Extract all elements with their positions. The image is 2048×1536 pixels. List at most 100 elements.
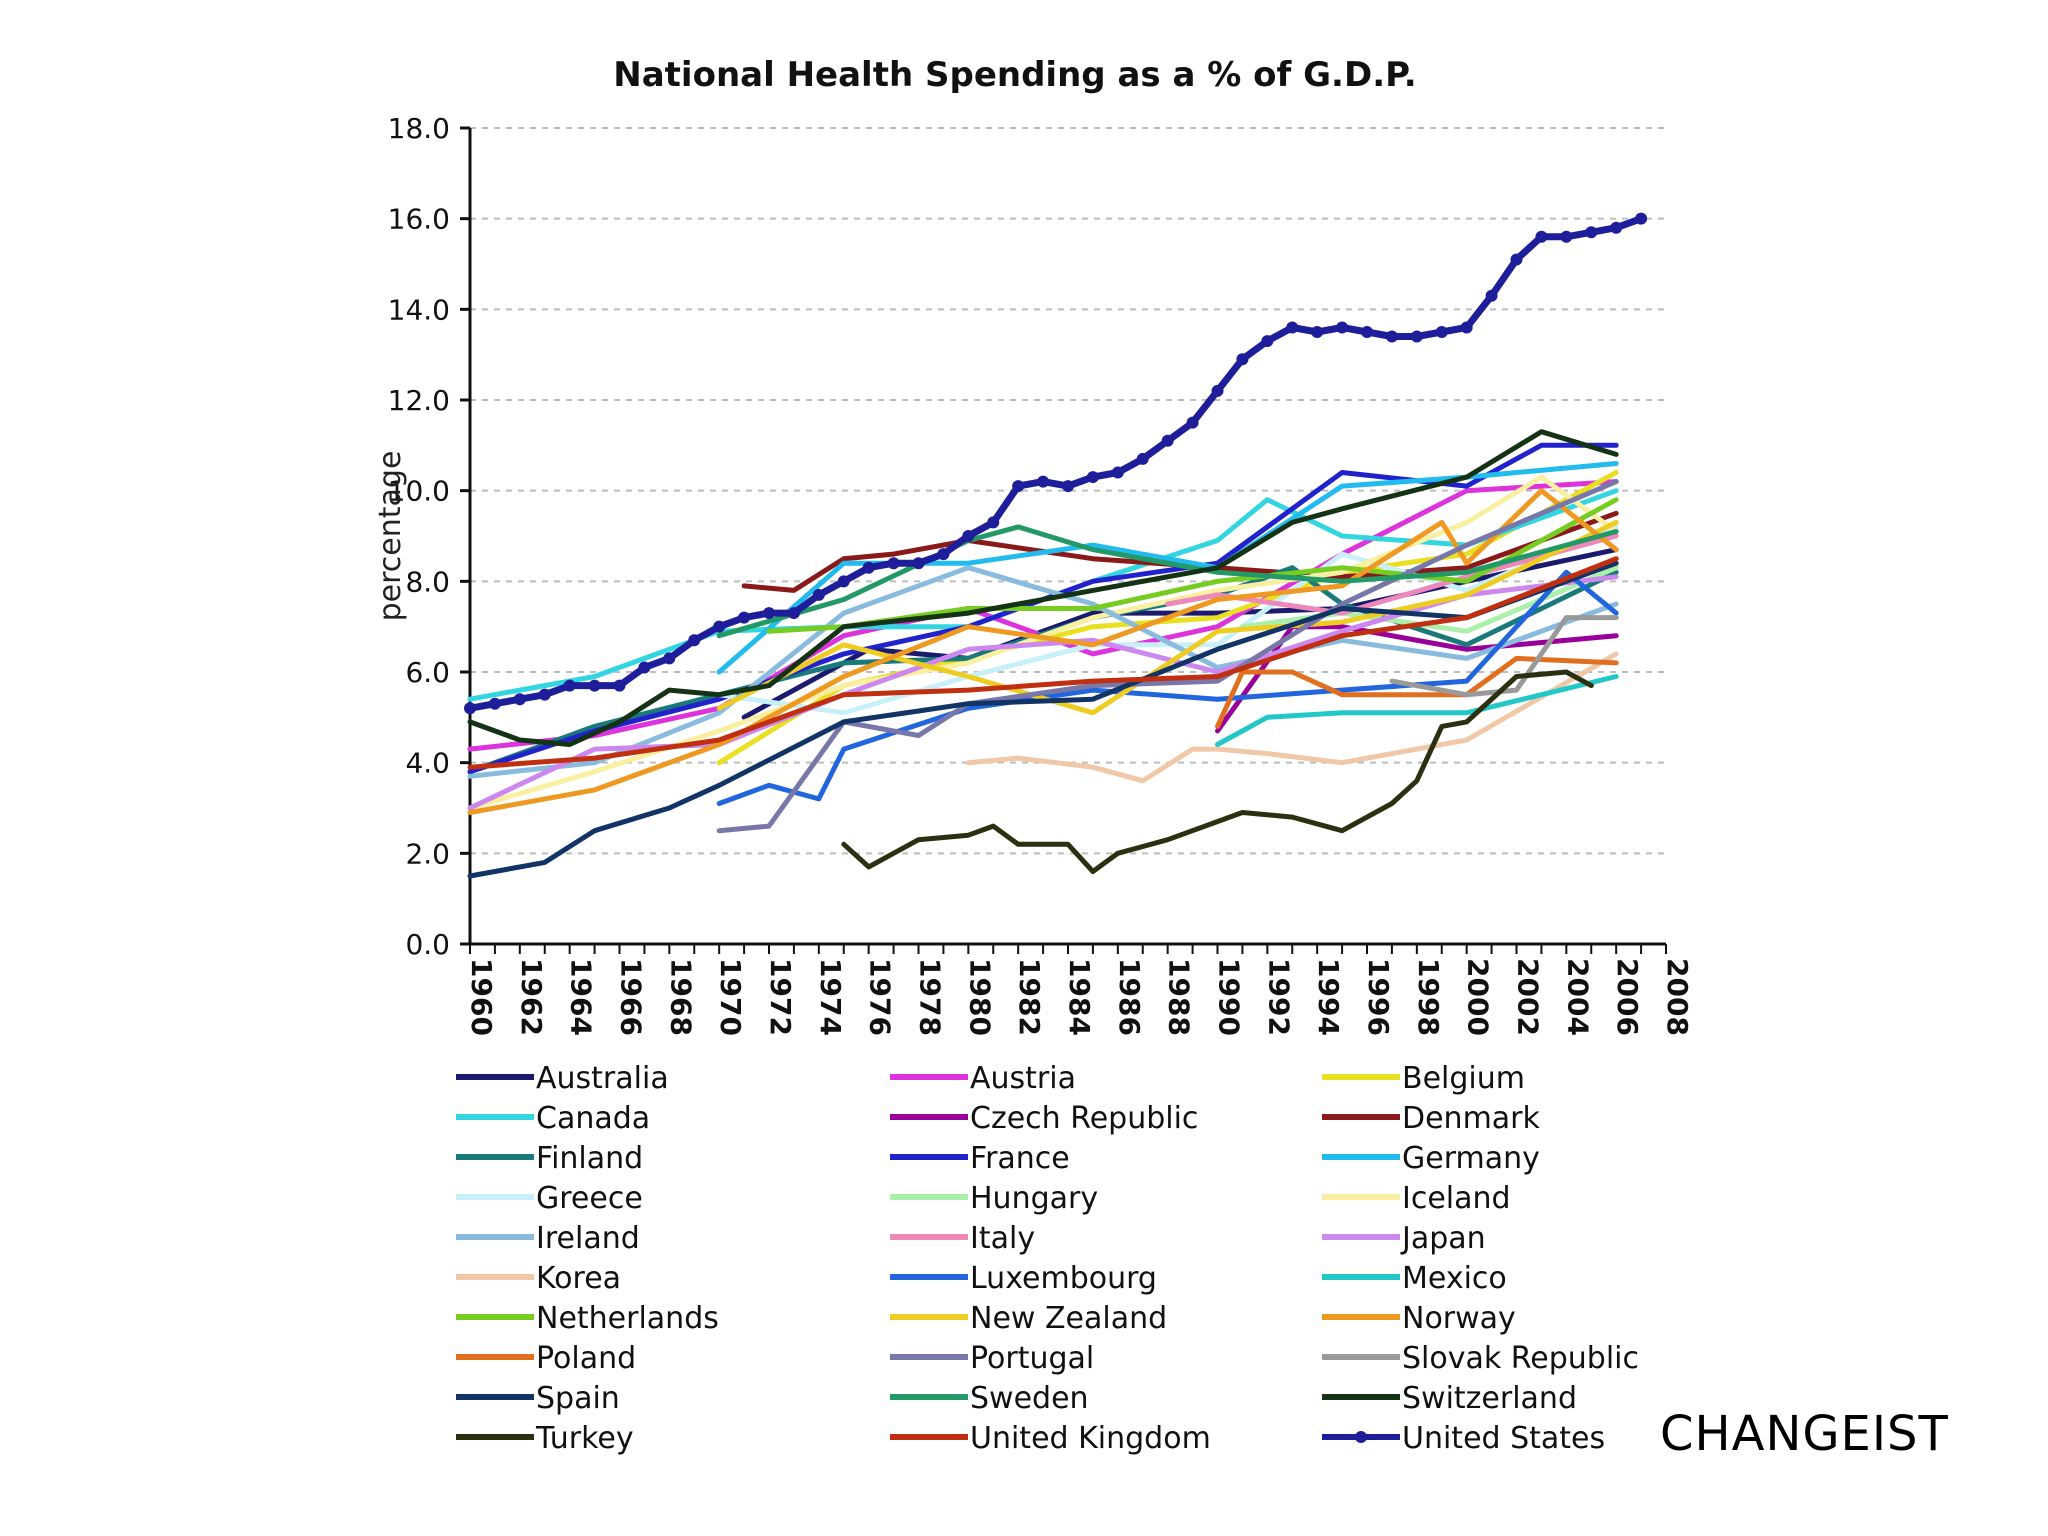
y-axis-label: percentage: [373, 451, 408, 622]
series-line-sweden: [716, 524, 1619, 639]
series-line-united-kingdom: [467, 556, 1619, 770]
x-tick-label: 1986: [1113, 958, 1146, 1036]
data-point-united-states: [1410, 330, 1423, 343]
legend-label-japan: Japan: [1400, 1221, 1486, 1256]
x-tick-label: 1982: [1013, 958, 1046, 1036]
data-point-united-states: [1510, 253, 1523, 266]
y-tick-label: 0.0: [405, 928, 450, 961]
data-point-united-states: [1211, 384, 1224, 397]
series-line-ireland: [467, 565, 1619, 779]
data-point-united-states: [1361, 326, 1373, 338]
data-point-united-states: [1062, 480, 1074, 493]
legend-label-germany: Germany: [1402, 1141, 1540, 1176]
x-tick-label: 2008: [1661, 958, 1694, 1036]
legend-label-canada: Canada: [536, 1101, 650, 1136]
x-tick-labels: 1960 1962 1964 1966 1968 1970 1972 1974 1976 1978…: [465, 944, 1694, 1036]
data-series: [464, 212, 1648, 879]
x-tick-label: 1968: [664, 958, 697, 1036]
y-tick-label: 2.0: [405, 837, 450, 870]
x-tick-label: 1988: [1163, 958, 1196, 1036]
data-point-united-states: [1111, 466, 1124, 479]
x-tick-label: 1962: [515, 958, 548, 1036]
y-tick-label: 10.0: [388, 475, 450, 508]
series-line-spain: [467, 560, 1619, 879]
data-point-united-states: [787, 607, 800, 620]
data-point-united-states: [738, 611, 751, 624]
data-point-united-states: [1136, 452, 1149, 465]
data-point-united-states: [1460, 321, 1473, 334]
series-line-poland: [1215, 655, 1619, 729]
legend-label-denmark: Denmark: [1402, 1101, 1541, 1136]
x-tick-label: 1984: [1063, 958, 1096, 1036]
data-point-united-states: [837, 575, 850, 588]
data-point-united-states: [1385, 330, 1398, 343]
series-line-korea: [965, 651, 1619, 784]
data-point-united-states: [763, 607, 775, 620]
x-tick-label: 2004: [1561, 958, 1594, 1036]
data-point-united-states: [987, 516, 1000, 529]
x-tick-label: 2006: [1611, 958, 1644, 1036]
x-tick-label: 1966: [615, 958, 648, 1036]
legend-label-australia: Australia: [536, 1061, 669, 1096]
y-tick-label: 12.0: [388, 384, 450, 417]
data-point-united-states: [464, 702, 476, 715]
legend-label-poland: Poland: [536, 1341, 636, 1376]
data-point-united-states: [1261, 335, 1274, 348]
series-line-germany: [716, 461, 1619, 675]
series-line-turkey: [841, 669, 1594, 874]
data-point-united-states: [1286, 321, 1299, 334]
legend-label-hungary: Hungary: [970, 1181, 1098, 1216]
legend-label-korea: Korea: [536, 1261, 621, 1296]
x-tick-label: 1974: [814, 958, 847, 1036]
y-tick-label: 14.0: [388, 293, 450, 326]
data-point-united-states: [962, 530, 975, 542]
y-tick-label: 6.0: [405, 656, 450, 689]
legend-label-austria: Austria: [970, 1061, 1076, 1096]
y-tick-label: 8.0: [405, 565, 450, 598]
x-tick-label: 2002: [1512, 958, 1545, 1036]
series-line-slovak-republic: [1389, 615, 1619, 698]
x-tick-label: 1994: [1312, 958, 1345, 1036]
legend-label-france: France: [970, 1141, 1070, 1176]
y-tick-labels: 0.0 2.0 4.0 6.0 8.0 10.0 12.0 14.0 16.0 18.0: [388, 112, 470, 961]
data-point-united-states: [1435, 326, 1448, 338]
legend-label-netherlands: Netherlands: [536, 1301, 719, 1336]
changeist-logo: CHANGEIST: [1660, 1406, 1949, 1462]
legend-label-belgium: Belgium: [1402, 1061, 1525, 1096]
legend-label-iceland: Iceland: [1402, 1181, 1511, 1216]
y-tick-label: 4.0: [405, 747, 450, 780]
data-point-united-states: [1635, 212, 1648, 225]
data-point-united-states: [563, 679, 576, 692]
data-point-united-states: [1485, 289, 1498, 302]
data-point-united-states: [1186, 416, 1199, 429]
data-point-united-states: [538, 688, 551, 701]
legend-label-luxembourg: Luxembourg: [970, 1261, 1157, 1296]
legend-label-spain: Spain: [536, 1381, 620, 1416]
data-point-united-states: [1560, 230, 1573, 243]
legend-label-turkey: Turkey: [535, 1421, 634, 1456]
data-point-united-states: [912, 557, 925, 570]
x-tick-label: 1960: [465, 958, 498, 1036]
data-point-united-states: [688, 634, 701, 647]
legend-label-czech-republic: Czech Republic: [970, 1101, 1198, 1136]
legend-label-new-zealand: New Zealand: [970, 1301, 1167, 1336]
y-tick-label: 18.0: [388, 112, 450, 145]
series-line-mexico: [1215, 674, 1619, 747]
data-point-united-states: [1012, 480, 1025, 493]
data-point-united-states: [513, 693, 526, 706]
legend: Australia Austria Belgium Canada Czech Repub…: [456, 1061, 1639, 1456]
legend-label-italy: Italy: [970, 1221, 1035, 1256]
y-tick-label: 16.0: [388, 203, 450, 236]
data-point-united-states: [1336, 321, 1349, 334]
x-tick-label: 1976: [864, 958, 897, 1036]
legend-label-norway: Norway: [1402, 1301, 1516, 1336]
data-point-united-states: [1086, 471, 1099, 484]
x-tick-label: 1998: [1412, 958, 1445, 1036]
data-point-united-states: [1535, 230, 1548, 243]
data-point-united-states: [588, 679, 601, 692]
data-point-united-states: [1311, 326, 1324, 338]
series-line-switzerland: [467, 429, 1619, 747]
x-tick-label: 1980: [963, 958, 996, 1036]
series-line-luxembourg: [716, 569, 1619, 806]
x-tick-label: 1978: [914, 958, 947, 1036]
